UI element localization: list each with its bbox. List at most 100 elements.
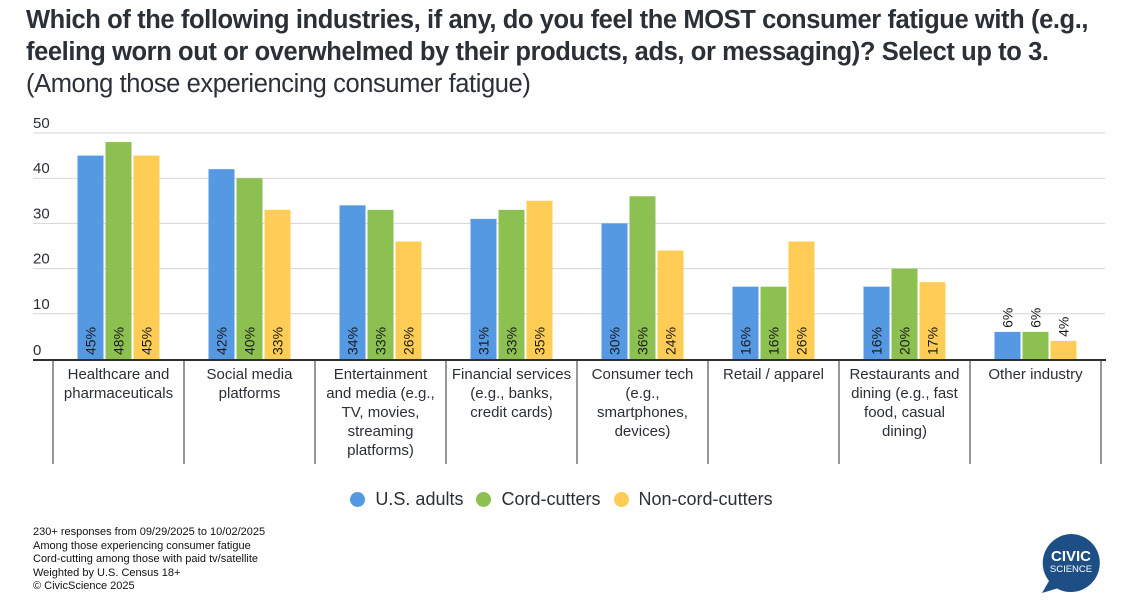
chart-title-main: Which of the following industries, if an… [26,6,1089,66]
bar[interactable] [77,155,104,359]
bar[interactable] [339,205,366,359]
bar[interactable] [891,268,918,359]
x-tick-label: Other industry [988,366,1083,383]
bar[interactable] [601,223,628,359]
x-tick-label: food, casual [864,404,945,421]
bar[interactable] [919,282,946,359]
data-label: 17% [925,327,941,355]
logo-text-science: SCIENCE [1050,564,1092,575]
legend-item-us-adults[interactable]: U.S. adults [350,489,463,510]
data-label: 33% [504,327,520,355]
x-tick-label: (e.g., banks, [470,385,553,402]
bar[interactable] [236,178,263,359]
data-label: 16% [766,327,782,355]
bar[interactable] [395,241,422,359]
bar[interactable] [788,241,815,359]
bar-chart: 0 10 20 30 40 50 45% 42% 34% 31% 30% 16% 16% 6% 48% 40%… [33,115,1106,464]
data-label: 36% [635,327,651,355]
bar[interactable] [105,142,132,359]
chart-subtitle: (Among those experiencing consumer fatig… [26,70,531,98]
x-tick-label: Financial services [452,366,571,383]
bar[interactable] [994,331,1021,359]
x-tick-label: TV, movies, [342,404,420,421]
logo-text-civic: CIVIC [1051,548,1091,565]
data-label: 45% [139,327,155,355]
data-label: 26% [401,327,417,355]
legend-swatch-non-cord-cutters [613,492,629,507]
bar[interactable] [264,209,291,359]
y-tick-label: 10 [33,296,50,313]
x-tick-label: streaming [348,423,414,440]
bar[interactable] [732,286,759,359]
x-tick-label: Consumer tech [592,366,694,383]
x-tick-label: Retail / apparel [723,366,824,383]
bar[interactable] [498,209,525,359]
data-label: 20% [897,327,913,355]
footnote-line: Weighted by U.S. Census 18+ [33,566,181,579]
x-tick-label: (e.g., [625,385,659,402]
bar[interactable] [208,169,235,359]
data-label: 31% [476,327,492,355]
y-tick-label: 50 [33,115,50,132]
legend-item-non-cord-cutters[interactable]: Non-cord-cutters [613,489,773,510]
x-tick-label: pharmaceuticals [64,385,173,402]
data-label: 4% [1056,317,1072,337]
y-tick-label: 20 [33,251,50,268]
bar[interactable] [526,200,553,359]
legend-swatch-cord-cutters [476,492,492,507]
data-label: 33% [373,327,389,355]
x-tick-label: dining) [882,423,927,440]
x-tick-label: devices) [615,423,671,440]
civicscience-logo: CIVIC SCIENCE [1042,534,1100,593]
bar[interactable] [1022,331,1049,359]
data-label: 16% [738,327,754,355]
legend-label: Cord-cutters [501,489,601,509]
data-label: 6% [1028,308,1044,328]
bar[interactable] [629,196,656,359]
data-label: 48% [111,327,127,355]
x-tick-label: credit cards) [470,404,553,421]
bar[interactable] [657,250,684,359]
data-label: 34% [345,327,361,355]
legend-label: U.S. adults [375,489,464,509]
data-label: 35% [532,327,548,355]
x-tick-label: platforms) [347,442,414,459]
legend-swatch-us-adults [350,492,366,507]
bar[interactable] [1050,340,1077,359]
data-label: 6% [1000,308,1016,328]
bar[interactable] [760,286,787,359]
x-tick-label: platforms [219,385,281,402]
x-tick-label: smartphones, [597,404,688,421]
bar[interactable] [470,218,497,359]
data-label: 26% [794,327,810,355]
legend-item-cord-cutters[interactable]: Cord-cutters [476,489,601,510]
x-tick-label: Entertainment [334,366,428,383]
x-tick-label: dining (e.g., fast [851,385,959,402]
x-tick-label: and media (e.g., [326,385,434,402]
chart-title: Which of the following industries, if an… [26,4,1121,100]
data-label: 24% [663,327,679,355]
legend: U.S. adults Cord-cutters Non-cord-cutter… [0,489,1123,512]
logo-speech-bubble-icon [1042,534,1100,593]
footnote-line: Among those experiencing consumer fatigu… [33,539,251,552]
x-tick-label: Healthcare and [68,366,170,383]
data-label: 45% [83,327,99,355]
footnote-line: 230+ responses from 09/29/2025 to 10/02/… [33,526,266,538]
y-tick-label: 40 [33,160,50,177]
footnote-line: Cord-cutting among those with paid tv/sa… [33,553,259,565]
data-label: 42% [214,327,230,355]
bar[interactable] [863,286,890,359]
data-label: 30% [607,327,623,355]
data-label: 33% [270,327,286,355]
x-tick-label: Social media [207,366,294,383]
bar[interactable] [367,209,394,359]
bar[interactable] [133,155,160,359]
legend-label: Non-cord-cutters [638,489,773,509]
data-label: 40% [242,327,258,355]
x-tick-label: Restaurants and [849,366,959,383]
y-tick-label: 0 [33,342,41,359]
y-tick-label: 30 [33,205,50,222]
footnote-line: © CivicScience 2025 [33,580,135,592]
footnotes: 230+ responses from 09/29/2025 to 10/02/… [33,526,265,594]
data-label: 16% [869,327,885,355]
